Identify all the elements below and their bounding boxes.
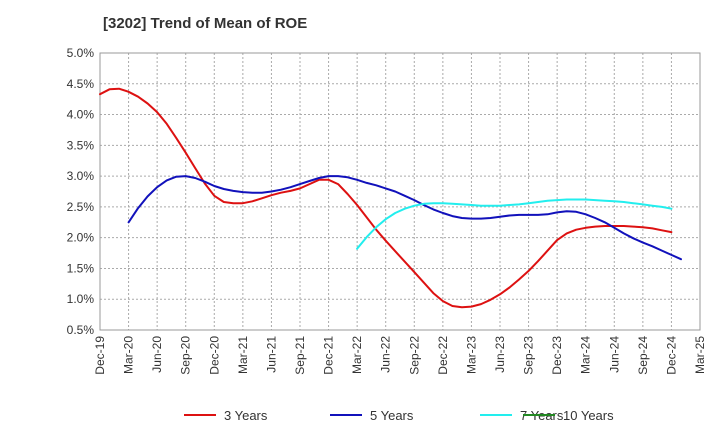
x-axis-ticks: Dec-19 Mar-20 Jun-20 Sep-20 Dec-20 Mar-21 Jun-… xyxy=(93,336,707,375)
legend-label: 10 Years xyxy=(563,408,614,423)
legend-item-3-years: 3 Years xyxy=(184,408,268,423)
x-tick-label: Sep-21 xyxy=(293,336,307,375)
y-tick-label: 5.0% xyxy=(67,46,95,60)
x-tick-label: Mar-21 xyxy=(236,336,250,374)
legend-item-10-years: 10 Years xyxy=(523,408,614,423)
x-tick-label: Sep-24 xyxy=(636,336,650,375)
series-line-5-years xyxy=(127,175,682,261)
x-tick-label: Jun-21 xyxy=(264,336,278,373)
x-tick-label: Dec-19 xyxy=(93,336,107,375)
x-tick-label: Mar-23 xyxy=(464,336,478,374)
series-line-3-years xyxy=(99,87,673,309)
y-tick-label: 0.5% xyxy=(67,323,95,337)
y-tick-label: 2.0% xyxy=(67,231,95,245)
x-tick-label: Jun-22 xyxy=(379,336,393,373)
x-tick-label: Dec-23 xyxy=(550,336,564,375)
x-tick-label: Sep-22 xyxy=(407,336,421,375)
y-tick-label: 3.0% xyxy=(67,169,95,183)
x-tick-label: Dec-22 xyxy=(436,336,450,375)
legend-label: 5 Years xyxy=(370,408,414,423)
series-line-7-years xyxy=(356,198,673,250)
y-axis-ticks: 0.5% 1.0% 1.5% 2.0% 2.5% 3.0% 3.5% 4.0% 4.5% 5.0% xyxy=(67,46,95,337)
legend: 3 Years 5 Years 7 Years 10 Years xyxy=(184,408,614,423)
y-tick-label: 4.5% xyxy=(67,77,95,91)
x-tick-label: Jun-20 xyxy=(150,336,164,373)
x-tick-label: Mar-20 xyxy=(122,336,136,374)
x-tick-label: Mar-25 xyxy=(693,336,707,374)
x-tick-label: Dec-24 xyxy=(664,336,678,375)
x-tick-label: Dec-21 xyxy=(322,336,336,375)
plot-frame xyxy=(99,52,701,331)
y-tick-label: 3.5% xyxy=(67,138,95,152)
x-tick-label: Mar-22 xyxy=(350,336,364,374)
x-tick-label: Jun-24 xyxy=(607,336,621,373)
x-tick-label: Dec-20 xyxy=(207,336,221,375)
x-tick-label: Sep-23 xyxy=(522,336,536,375)
x-tick-label: Mar-24 xyxy=(579,336,593,374)
chart-title: [3202] Trend of Mean of ROE xyxy=(103,15,307,32)
legend-item-5-years: 5 Years xyxy=(330,408,414,423)
y-tick-label: 2.5% xyxy=(67,200,95,214)
y-tick-label: 1.0% xyxy=(67,292,95,306)
x-tick-label: Jun-23 xyxy=(493,336,507,373)
legend-label: 3 Years xyxy=(224,408,268,423)
y-tick-label: 4.0% xyxy=(67,108,95,122)
grid-lines xyxy=(100,53,700,330)
y-tick-label: 1.5% xyxy=(67,261,95,275)
series-lines xyxy=(99,87,682,309)
x-tick-label: Sep-20 xyxy=(179,336,193,375)
